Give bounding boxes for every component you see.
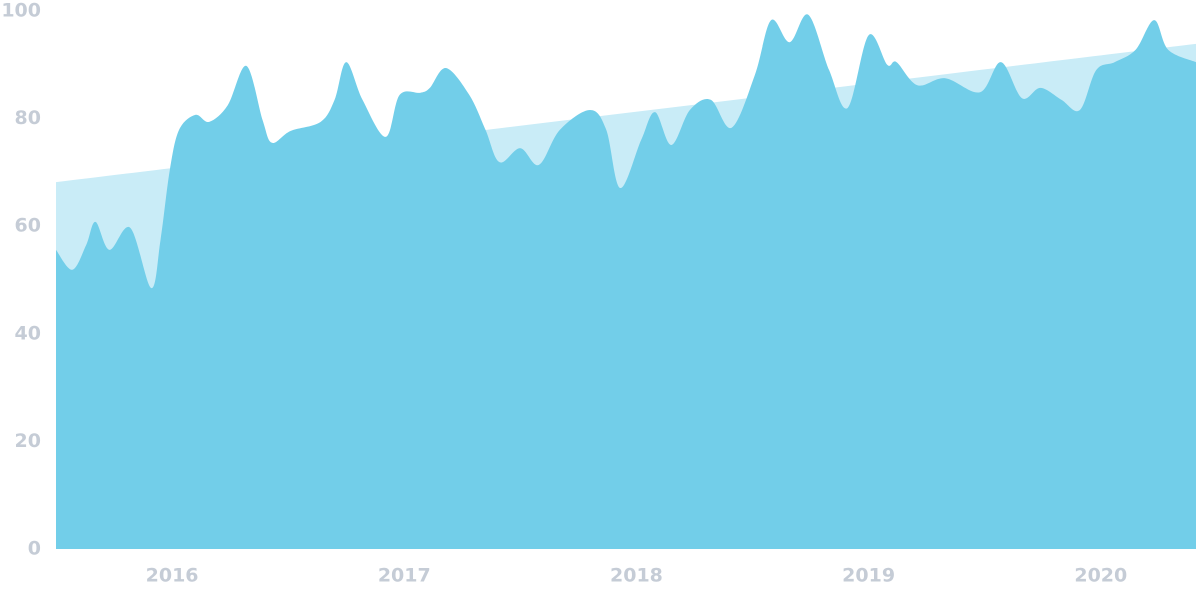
y-tick-label: 40	[15, 322, 41, 344]
x-tick-label: 2019	[842, 565, 895, 587]
y-tick-label: 60	[15, 215, 41, 237]
x-tick-label: 2020	[1074, 565, 1127, 587]
area	[56, 14, 1196, 549]
x-tick-label: 2018	[610, 565, 663, 587]
y-tick-label: 80	[15, 107, 41, 129]
y-tick-label: 0	[28, 538, 41, 560]
x-tick-label: 2016	[146, 565, 199, 587]
y-tick-label: 100	[1, 0, 41, 22]
y-tick-label: 20	[15, 430, 41, 452]
x-tick-label: 2017	[378, 565, 431, 587]
